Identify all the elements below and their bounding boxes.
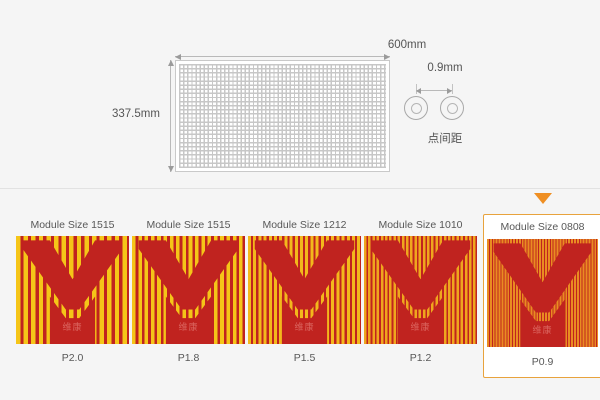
module-watermark: 维康 (410, 322, 431, 332)
module-title: Module Size 1010 (378, 219, 463, 231)
module-watermark: 维康 (178, 322, 199, 332)
module-watermark: 维康 (294, 322, 315, 332)
module-watermark: 维康 (532, 325, 553, 335)
module-swatch: 维康 (487, 239, 598, 347)
module-card[interactable]: Module Size 1010 维康 P1.2 (364, 214, 477, 372)
module-m-logo (248, 236, 361, 344)
led-panel-pixel-grid (179, 64, 386, 168)
panel-width-label: 600mm (387, 39, 427, 51)
led-lamp-icon (404, 96, 428, 120)
module-m-logo (16, 236, 129, 344)
module-swatch: 维康 (248, 236, 361, 344)
module-title: Module Size 1515 (30, 219, 115, 231)
module-pitch: P1.2 (409, 352, 432, 364)
module-swatch: 维康 (16, 236, 129, 344)
module-m-logo (487, 239, 598, 347)
panel-dimension-diagram: 600mm 337.5mm 0.9mm 点间距 (0, 0, 600, 188)
pitch-tick-right (452, 84, 453, 94)
dot-pitch-caption: 点间距 (427, 133, 463, 145)
module-card-selected[interactable]: Module Size 0808 维康 P0.9 (483, 193, 600, 378)
module-card[interactable]: Module Size 1212 维康 P1.5 (248, 214, 361, 372)
selection-marker-triangle-icon (533, 193, 552, 204)
led-panel (175, 60, 390, 172)
dot-pitch-detail: 0.9mm 点间距 (395, 62, 495, 162)
module-swatch: 维康 (364, 236, 477, 344)
led-lamp-icon (440, 96, 464, 120)
dot-pitch-distance-label: 0.9mm (427, 62, 463, 74)
panel-width-dimension-line (175, 53, 390, 60)
module-m-logo (364, 236, 477, 344)
module-comparison-row: Module Size 1515 维康 P2.0 Module Size 151… (16, 193, 600, 378)
module-m-logo (132, 236, 245, 344)
panel-height-label: 337.5mm (112, 108, 160, 120)
module-pitch: P2.0 (61, 352, 84, 364)
module-watermark: 维康 (62, 322, 83, 332)
module-card[interactable]: Module Size 1515 维康 P1.8 (132, 214, 245, 372)
module-pitch: P1.8 (177, 352, 200, 364)
dot-pitch-dimension-line (416, 87, 452, 94)
module-swatch: 维康 (132, 236, 245, 344)
panel-height-dimension-line (167, 60, 174, 172)
module-pitch: P0.9 (531, 356, 554, 368)
section-divider (0, 188, 600, 189)
module-card[interactable]: Module Size 1515 维康 P2.0 (16, 214, 129, 372)
module-title: Module Size 1212 (262, 219, 347, 231)
module-pitch: P1.5 (293, 352, 316, 364)
module-title: Module Size 1515 (146, 219, 231, 231)
module-title: Module Size 0808 (500, 221, 585, 233)
